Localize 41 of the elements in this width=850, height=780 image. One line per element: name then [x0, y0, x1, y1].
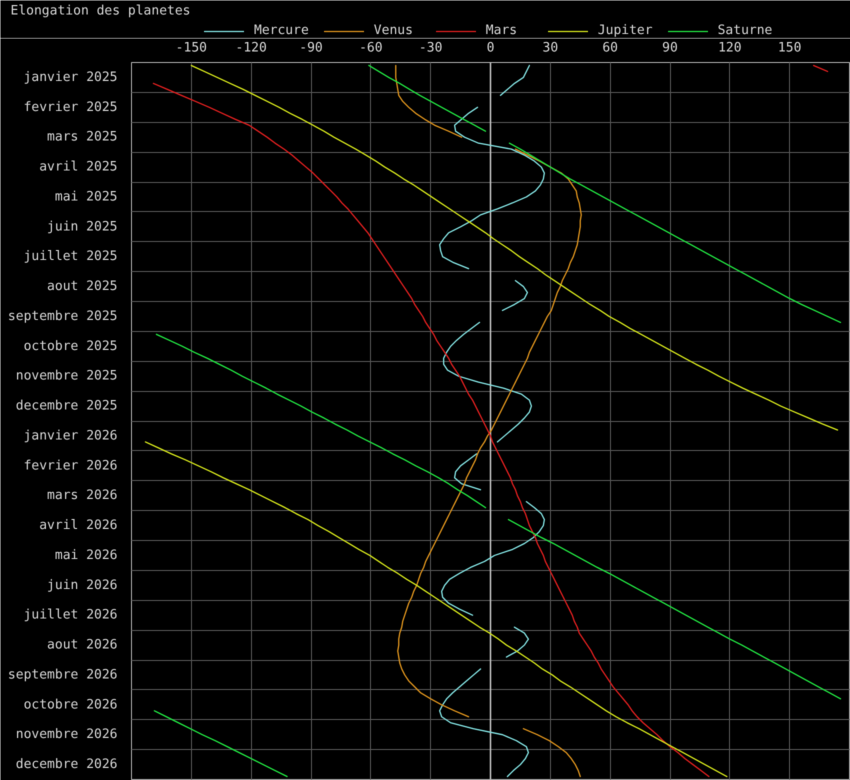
- y-tick-label: decembre 2026: [16, 757, 118, 772]
- legend-label: Jupiter: [598, 23, 653, 38]
- x-tick-label: 60: [602, 40, 618, 56]
- y-tick-label: mars 2026: [47, 488, 118, 504]
- legend-label: Saturne: [718, 23, 772, 38]
- y-tick-label: janvier 2026: [24, 428, 118, 444]
- y-tick-label: mai 2025: [54, 189, 118, 204]
- y-tick-label: juin 2025: [47, 219, 118, 234]
- y-tick-label: fevrier 2026: [24, 458, 118, 474]
- y-tick-label: janvier 2025: [24, 70, 118, 85]
- y-tick-label: avril 2025: [39, 160, 118, 175]
- y-tick-label: octobre 2026: [24, 697, 118, 712]
- y-tick-label: mai 2026: [54, 548, 118, 563]
- y-tick-label: septembre 2026: [8, 667, 118, 682]
- x-tick-label: -30: [418, 40, 442, 56]
- y-tick-label: novembre 2025: [16, 368, 118, 384]
- legend-label: Mercure: [254, 23, 309, 38]
- y-tick-label: aout 2026: [47, 638, 118, 653]
- x-tick-label: -150: [176, 40, 207, 56]
- y-tick-label: aout 2025: [47, 279, 118, 294]
- legend-label: Venus: [374, 23, 414, 38]
- y-tick-label: juin 2026: [47, 578, 118, 593]
- x-tick-label: 90: [662, 40, 678, 56]
- y-tick-label: juillet 2026: [24, 608, 118, 623]
- y-tick-label: septembre 2025: [8, 308, 118, 324]
- x-tick-label: 30: [542, 40, 558, 56]
- x-tick-label: -120: [236, 40, 267, 56]
- y-tick-label: novembre 2026: [16, 727, 118, 742]
- y-tick-label: juillet 2025: [24, 249, 118, 264]
- x-tick-label: 150: [778, 40, 802, 56]
- x-tick-label: -90: [299, 40, 323, 56]
- chart-title: Elongation des planetes: [10, 4, 191, 18]
- y-tick-label: fevrier 2025: [24, 100, 118, 115]
- y-tick-label: avril 2026: [39, 518, 118, 534]
- legend-label: Mars: [486, 23, 518, 38]
- y-tick-label: mars 2025: [47, 130, 118, 145]
- x-tick-label: 120: [718, 40, 742, 56]
- y-tick-label: decembre 2025: [16, 398, 118, 414]
- x-tick-label: 0: [486, 40, 494, 56]
- y-tick-label: octobre 2025: [24, 338, 118, 354]
- x-tick-label: -60: [359, 40, 383, 56]
